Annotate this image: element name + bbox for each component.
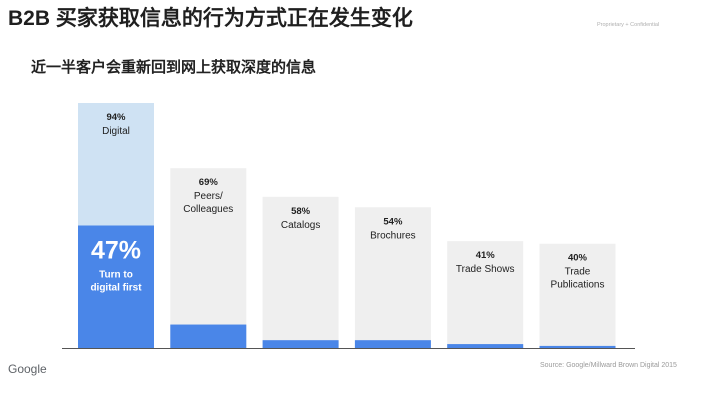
bar-percent-label-3: 54% xyxy=(383,216,403,227)
bar-percent-label-5: 40% xyxy=(568,253,588,264)
bar-total-5 xyxy=(539,243,616,348)
source-note: Source: Google/Millward Brown Digital 20… xyxy=(540,362,677,369)
bar-digital-first-0 xyxy=(78,225,154,348)
page-title: B2B 买家获取信息的行为方式正在发生变化 xyxy=(8,7,413,30)
bar-category-label-0-0: Digital xyxy=(102,126,130,137)
bar-total-1 xyxy=(170,168,247,348)
bar-total-3 xyxy=(354,207,431,348)
bar-category-label-1-0: Peers/ xyxy=(194,191,223,202)
digital-first-label-0: Turn to xyxy=(99,270,133,281)
bar-percent-label-1: 69% xyxy=(199,177,219,188)
bar-percent-label-2: 58% xyxy=(291,206,311,217)
bar-total-2 xyxy=(262,196,339,348)
bar-digital-first-1 xyxy=(170,324,247,348)
digital-first-label-1: digital first xyxy=(90,283,142,294)
bar-category-label-2-0: Catalogs xyxy=(281,220,320,231)
google-logo: Google xyxy=(8,362,47,376)
bar-percent-label-0: 94% xyxy=(106,112,126,123)
chart-subtitle: 近一半客户会重新回到网上获取深度的信息 xyxy=(31,59,317,76)
bar-digital-first-5 xyxy=(539,345,616,348)
bar-category-label-1-1: Colleagues xyxy=(183,204,233,215)
bar-digital-first-4 xyxy=(447,344,524,348)
bar-category-label-5-0: Trade xyxy=(565,267,591,278)
confidential-label: Proprietary + Confidential xyxy=(597,22,660,28)
digital-first-percent: 47% xyxy=(91,237,141,265)
bar-percent-label-4: 41% xyxy=(476,250,496,261)
bar-total-4 xyxy=(447,241,524,348)
bar-category-label-5-1: Publications xyxy=(551,280,605,291)
bar-category-label-4-0: Trade Shows xyxy=(456,264,515,275)
bar-digital-first-3 xyxy=(354,340,431,348)
bar-category-label-3-0: Brochures xyxy=(370,230,416,241)
bar-digital-first-2 xyxy=(262,340,339,348)
